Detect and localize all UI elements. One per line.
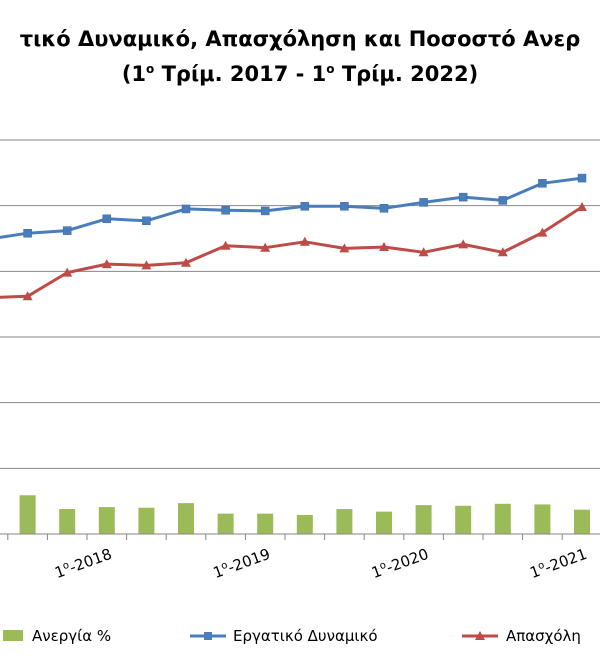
marker-employment: [260, 242, 271, 252]
line-employment: [0, 205, 583, 299]
legend-marker-employment: [475, 631, 485, 640]
line-labour-force: [0, 176, 583, 239]
chart-title-line1: τικό Δυναμικό, Απασχόληση και Ποσοστό Αν…: [20, 27, 581, 51]
marker-employment: [101, 259, 112, 269]
marker-labour-force: [300, 202, 310, 211]
marker-labour-force: [23, 228, 32, 238]
x-tick-label: 1ο-2020: [369, 545, 431, 582]
marker-employment: [577, 201, 587, 211]
bars-unemployment: [19, 495, 590, 534]
marker-employment: [339, 243, 350, 253]
marker-employment: [22, 291, 33, 301]
marker-labour-force: [379, 204, 389, 213]
chart-title: τικό Δυναμικό, Απασχόληση και Ποσοστό Αν…: [20, 27, 581, 86]
marker-labour-force: [260, 206, 270, 216]
legend-label-employment: Απασχόλη: [506, 627, 581, 645]
legend-marker-labour-force: [204, 632, 212, 640]
bar-unemployment: [178, 503, 194, 534]
marker-labour-force: [340, 202, 349, 211]
marker-labour-force: [62, 226, 72, 235]
axes: [0, 533, 600, 540]
chart-title-line2: (1ο Τρίμ. 2017 - 1ο Τρίμ. 2022): [122, 62, 478, 86]
bar-unemployment: [257, 513, 274, 534]
marker-employment: [141, 260, 152, 270]
marker-labour-force: [458, 192, 468, 202]
bar-unemployment: [98, 507, 115, 534]
x-tick-label: 1ο-2021: [528, 545, 590, 582]
bar-unemployment: [534, 504, 551, 534]
series-lines: [0, 173, 587, 301]
x-tick-label: 1ο-2019: [211, 545, 273, 582]
marker-labour-force: [181, 204, 191, 214]
marker-labour-force: [498, 196, 508, 205]
bar-unemployment: [574, 509, 590, 534]
marker-labour-force: [142, 216, 151, 226]
marker-employment: [181, 257, 191, 267]
bar-unemployment: [455, 505, 472, 534]
marker-labour-force: [102, 214, 112, 224]
marker-labour-force: [419, 198, 428, 207]
marker-employment: [299, 236, 310, 246]
marker-employment: [220, 240, 231, 250]
legend-label-unemployment: Ανεργία %: [32, 627, 111, 645]
x-tick-label: 1ο-2018: [52, 545, 114, 582]
legend: Ανεργία % Εργατικό Δυναμικό Απασχόλη: [3, 627, 581, 645]
bar-unemployment: [336, 509, 353, 534]
gridlines: [0, 139, 600, 469]
bar-unemployment: [494, 503, 511, 534]
marker-employment: [497, 247, 508, 257]
bar-unemployment: [138, 507, 155, 534]
marker-employment: [418, 247, 429, 257]
marker-employment: [458, 239, 469, 249]
marker-employment: [62, 267, 73, 277]
marker-labour-force: [538, 179, 547, 188]
x-axis-tick-labels: 1ο-2018 1ο-2019 1ο-2020 1ο-2021: [52, 545, 589, 582]
marker-employment: [379, 242, 389, 252]
bar-unemployment: [19, 495, 36, 534]
bar-unemployment: [415, 505, 432, 534]
legend-swatch-unemployment: [3, 630, 23, 641]
legend-label-labour-force: Εργατικό Δυναμικό: [233, 627, 378, 645]
bar-unemployment: [217, 513, 234, 534]
bar-unemployment: [59, 509, 76, 534]
bar-unemployment: [296, 514, 313, 534]
marker-labour-force: [577, 173, 587, 183]
bar-unemployment: [376, 511, 392, 534]
marker-labour-force: [221, 206, 230, 215]
marker-employment: [537, 227, 548, 237]
